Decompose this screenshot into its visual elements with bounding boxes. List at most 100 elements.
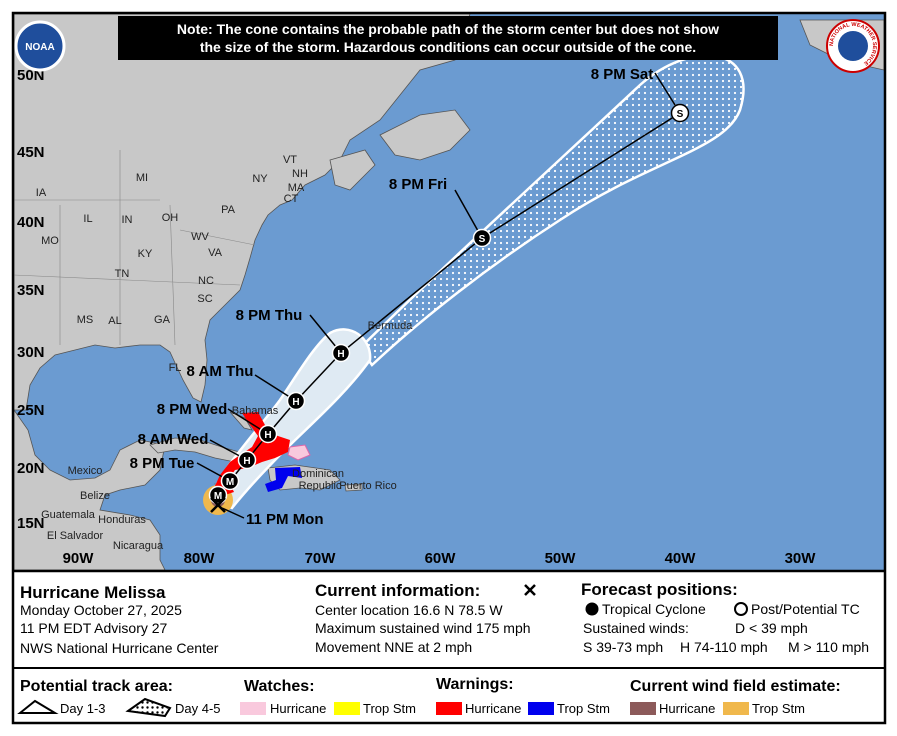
nws-logo-inner [838,31,868,61]
lon-label: 60W [425,550,457,567]
path [344,483,363,492]
place-label: Honduras [98,514,146,526]
forecast-point [286,391,306,411]
warnings-title: Warnings: [436,676,514,693]
place-label: El Salvador [47,530,104,542]
place-label: AL [108,315,121,327]
lat-label: 15N [17,515,45,532]
ptc-icon [734,602,748,616]
path [14,409,166,570]
place-label: CT [284,193,299,205]
watch-hur-swatch [240,702,266,715]
borders [14,150,256,346]
path [379,109,471,161]
wind-hur-swatch [630,702,656,715]
warning-hurricane: Hurricane [465,701,521,716]
forecast-marker: H [264,430,271,441]
place-label: WV [191,231,209,243]
place-label: VT [283,154,297,166]
forecast-marker: S [479,234,486,245]
noaa-logo-text: NOAA [25,42,54,53]
tc-icon [585,602,599,616]
lon-label: 70W [305,550,337,567]
watch-ts: Trop Stm [363,701,416,716]
lon-label: 30W [785,550,817,567]
current-line: Maximum sustained wind 175 mph [315,620,531,636]
place-label: MA [288,182,305,194]
forecast-marker: M [226,477,234,488]
ptc-label: Post/Potential TC [751,601,860,617]
forecast-label: 8 PM Sat [591,66,654,83]
lon-label: 80W [184,550,216,567]
frame [11,11,887,725]
lat-label: 35N [17,282,45,299]
noaa-logo [14,20,66,72]
place-label: Bahamas [232,405,279,417]
place-label: NH [292,168,308,180]
wind-m: M > 110 mph [788,639,869,655]
forecast-label: 8 PM Thu [236,307,303,324]
center: NWS National Hurricane Center [20,640,219,656]
place-label: Dominican [292,468,344,480]
wind-h: H 74-110 mph [680,639,768,655]
watch-hurricane: Hurricane [270,701,326,716]
advisory: 11 PM EDT Advisory 27 [20,620,168,636]
forecast-marker: H [243,456,250,467]
place-label: IN [122,214,133,226]
warn-hur-swatch [436,702,462,715]
track-title: Potential track area: [20,678,173,695]
watches-title: Watches: [244,678,315,695]
place-label: KY [138,248,153,260]
forecast-marker: H [337,349,344,360]
lat-label: 20N [17,460,45,477]
wind-ts-swatch [723,702,749,715]
warn-ts-swatch [528,702,554,715]
place-label: IL [83,213,92,225]
forecast-label: 8 AM Thu [187,363,254,380]
forecast-title: Forecast positions: [581,580,738,599]
forecast-point [670,103,690,123]
forecast-marker: H [292,397,299,408]
watch-hurricane [287,444,311,461]
forecast-point [220,471,240,491]
forecast-marker: S [677,109,684,120]
forecast-point [472,228,492,248]
forecast-label: 8 PM Fri [389,176,447,193]
current-line: Center location 16.6 N 78.5 W [315,602,503,618]
current-title: Current information: [315,581,480,600]
day45-icon [125,697,172,718]
path [329,149,376,191]
place-label: Belize [80,490,110,502]
lon-label: 40W [665,550,697,567]
wind-ts: Trop Stm [752,701,805,716]
day13: Day 1-3 [60,701,106,716]
lat-label: 30N [17,344,45,361]
place-label: Nicaragua [113,540,164,552]
place-label: NY [252,173,268,185]
place-label: Mexico [68,465,103,477]
lat-label: 45N [17,144,45,161]
path [14,14,471,411]
lon-label: 50W [545,550,577,567]
note-box [118,16,778,60]
place-label: SC [197,293,212,305]
sustained: Sustained winds: [583,620,689,636]
lat-label: 25N [17,402,45,419]
current-position [210,497,226,513]
wind-d: D < 39 mph [735,620,808,636]
wind-title: Current wind field estimate: [630,678,841,695]
place-label: MI [136,172,148,184]
forecast-label: 8 PM Wed [157,401,228,418]
place-label: MO [41,235,59,247]
place-label: PA [221,204,236,216]
current-line: Movement NNE at 2 mph [315,639,472,655]
path [14,150,256,346]
forecast-label: 8 AM Wed [138,431,209,448]
place-label: IA [36,187,47,199]
place-label: MS [77,314,94,326]
